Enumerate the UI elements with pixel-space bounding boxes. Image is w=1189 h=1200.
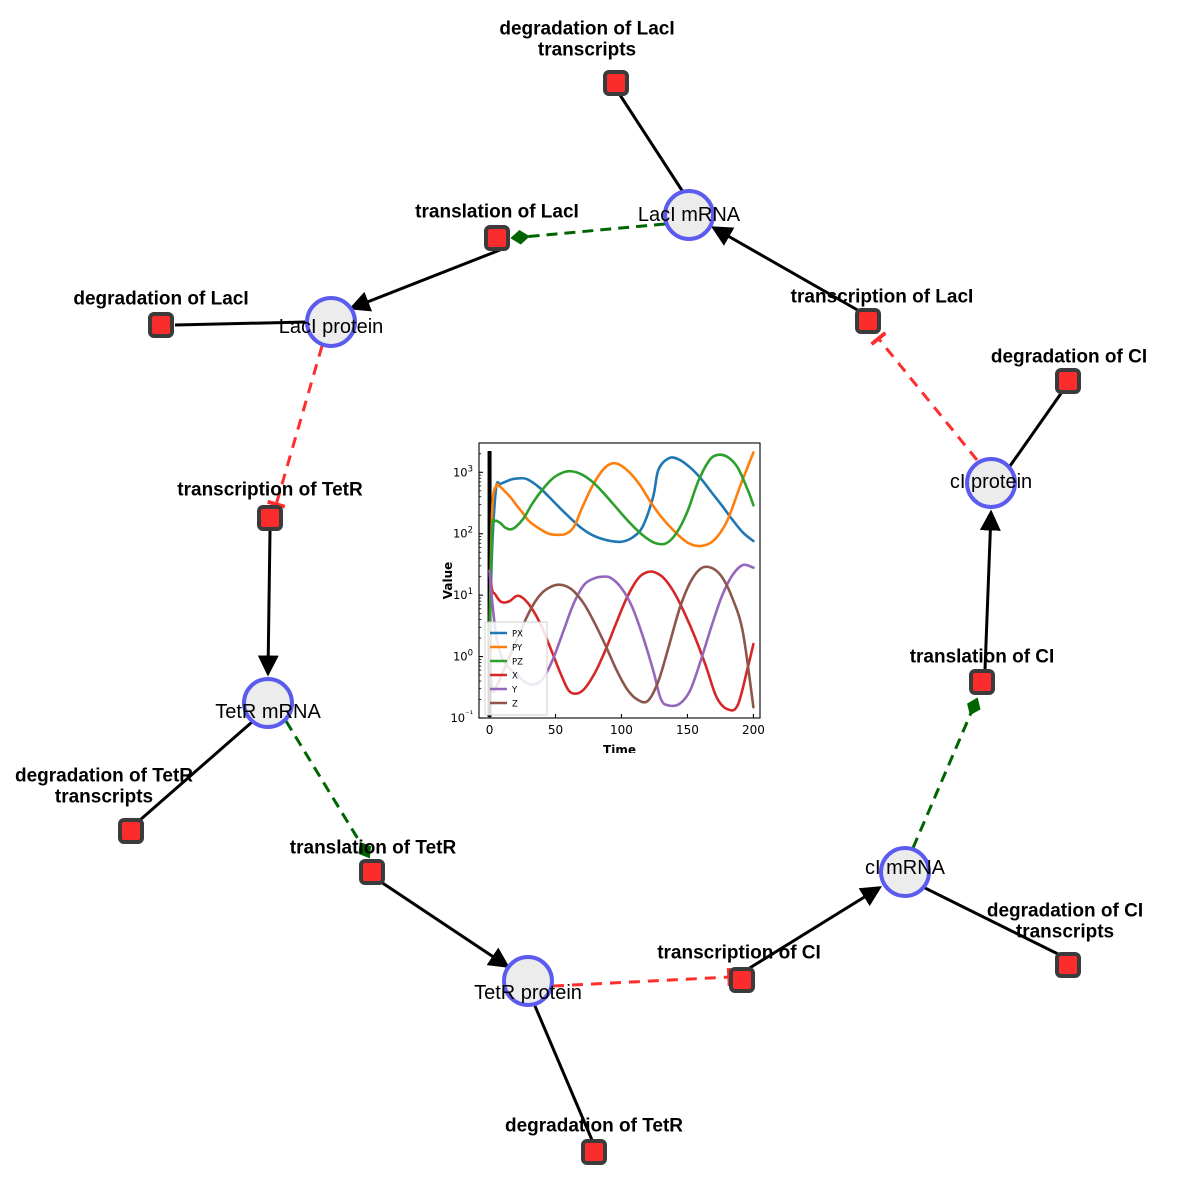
x-tick-label: 100: [610, 723, 633, 737]
edge-tetRmrna-degtetRtranscripts: [139, 720, 253, 822]
series-PY: [488, 451, 755, 640]
edge-layer: [139, 94, 1064, 1141]
x-tick-label: 200: [742, 723, 765, 737]
reaction-node-translation-of-lacI[interactable]: [484, 225, 510, 251]
edge-translationcI-cIprotein: [979, 509, 1001, 671]
edge-translationtetR-tetRprotein: [380, 880, 510, 968]
reaction-node-layer: [118, 70, 1081, 1165]
x-tick-label: 0: [486, 723, 494, 737]
x-axis-label: Time: [603, 743, 636, 753]
species-node-cI-protein[interactable]: [965, 457, 1017, 509]
plot-legend: PX PY PZ XYZ: [484, 621, 548, 716]
reaction-node-transcription-of-cI[interactable]: [729, 967, 755, 993]
species-node-tetR-protein[interactable]: [502, 955, 554, 1007]
timeseries-plot-panel: 10⁻¹ 100 101 102 103 0 50 100 150 200 Time Value PX P…: [440, 433, 772, 753]
edge-tetRmrna-translationtetR: [284, 720, 372, 859]
y-tick-label: 100: [453, 649, 473, 664]
reaction-node-translation-of-cI[interactable]: [969, 669, 995, 695]
edge-cIprotein-degradationcI: [1008, 391, 1064, 467]
y-tick-label: 101: [453, 587, 473, 602]
edge-translationlacI-lacIprotein: [348, 246, 506, 312]
reaction-node-deg-cI-transcripts[interactable]: [1055, 952, 1081, 978]
x-tick-label: 50: [548, 723, 563, 737]
legend-label-PZ: PZ: [512, 658, 523, 668]
plot-axes-frame: [478, 442, 761, 719]
edge-cImrna-degcitranscripts: [922, 885, 1061, 957]
edge-lacIprotein-degradationlacI: [174, 320, 307, 327]
species-node-cI-mRNA[interactable]: [879, 846, 931, 898]
species-node-tetR-mRNA[interactable]: [242, 677, 294, 729]
y-tick-label: 103: [453, 464, 473, 479]
reaction-node-degradation-of-lacI[interactable]: [148, 312, 174, 338]
legend-label-Y: Y: [511, 686, 518, 696]
legend-label-PY: PY: [512, 644, 523, 654]
species-node-lacI-mRNA[interactable]: [663, 189, 715, 241]
species-node-lacI-protein[interactable]: [305, 296, 357, 348]
reaction-node-transcription-of-lacI[interactable]: [855, 308, 881, 334]
edge-transcriptioncI-cImrna: [747, 886, 882, 971]
reaction-node-deg-lacI-transcripts[interactable]: [603, 70, 629, 96]
legend-box: [484, 621, 548, 716]
reaction-node-deg-tetR-transcripts[interactable]: [118, 818, 144, 844]
series-X: [488, 569, 755, 712]
edge-lacImrna-deglacitranscripts: [618, 94, 685, 193]
edge-cIprotein-transcriptionlacI-inhibition: [870, 331, 979, 461]
legend-label-Z: Z: [512, 700, 518, 710]
y-axis-label: Value: [441, 562, 455, 600]
edge-tetRprotein-degradationtetR: [533, 1005, 594, 1141]
edge-lacIprotein-transcriptiontetR-inhibition: [267, 345, 324, 509]
y-tick-label: 10⁻¹: [450, 710, 473, 725]
edge-tetRprotein-transcriptioncI-inhibition: [552, 967, 732, 988]
edge-lacImrna-translationlacI: [510, 222, 666, 245]
reaction-node-transcription-of-tetR[interactable]: [257, 505, 283, 531]
species-node-layer: [242, 189, 1017, 1007]
edge-transcriptiontetR-tetRmrna: [257, 530, 279, 677]
edge-transcriptionlacI-lacImrna: [710, 226, 862, 314]
x-tick-label: 150: [676, 723, 699, 737]
reaction-node-translation-of-tetR[interactable]: [359, 859, 385, 885]
reaction-node-degradation-of-tetR[interactable]: [581, 1139, 607, 1165]
legend-label-PX: PX: [512, 630, 523, 640]
reaction-node-degradation-of-cI[interactable]: [1055, 368, 1081, 394]
edge-cImrna-translationcI: [911, 697, 981, 849]
series-PZ: [488, 453, 755, 640]
legend-label-X: X: [512, 672, 518, 682]
y-tick-label: 102: [453, 526, 473, 541]
